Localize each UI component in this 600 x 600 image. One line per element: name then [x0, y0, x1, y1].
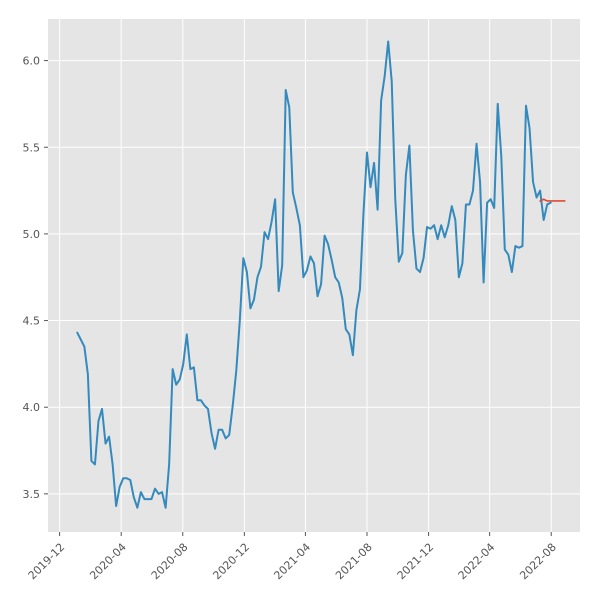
x-tick-label: 2022-08 — [517, 541, 559, 583]
y-tick-label: 6.0 — [23, 55, 41, 68]
plot-area — [48, 19, 580, 532]
x-tick-label: 2021-12 — [395, 541, 437, 583]
y-tick-label: 4.0 — [23, 401, 41, 414]
y-tick-label: 4.5 — [23, 315, 41, 328]
x-tick-label: 2020-04 — [87, 541, 129, 583]
series-layer — [76, 40, 566, 509]
x-tick-label: 2020-08 — [149, 541, 191, 583]
x-tick-label: 2019-12 — [26, 541, 68, 583]
series-line-0 — [76, 40, 552, 509]
series-line-1 — [539, 198, 566, 202]
y-tick-label: 5.0 — [23, 228, 41, 241]
axis-ticks — [44, 60, 552, 536]
y-tick-label: 5.5 — [23, 141, 41, 154]
x-tick-label: 2021-04 — [272, 541, 314, 583]
grid — [48, 19, 580, 532]
x-tick-label: 2021-08 — [333, 541, 375, 583]
y-tick-label: 3.5 — [23, 488, 41, 501]
x-tick-label: 2020-12 — [210, 541, 252, 583]
x-tick-label: 2022-04 — [456, 541, 498, 583]
